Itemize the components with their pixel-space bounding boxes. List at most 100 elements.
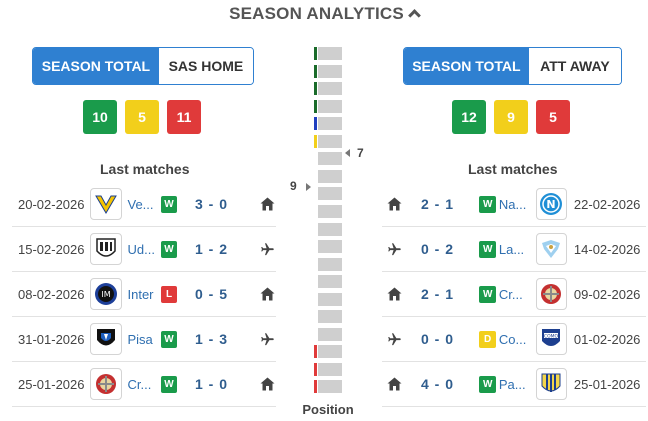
match-date: 31-01-2026 xyxy=(18,331,85,347)
result-badge: W xyxy=(479,285,496,303)
home-icon xyxy=(386,375,404,393)
home-tab-season-total[interactable]: SEASON TOTAL xyxy=(33,48,159,84)
standing-slot xyxy=(318,328,342,341)
away-tab-season-total[interactable]: SEASON TOTAL xyxy=(404,48,529,84)
lazio-logo xyxy=(535,233,568,265)
match-row[interactable]: 25-01-2026 Cr... W 1 - 0 xyxy=(12,362,276,407)
opponent-name[interactable]: La... xyxy=(498,241,525,257)
opponent-name[interactable]: Cr... xyxy=(127,376,152,392)
opponent-name[interactable]: Ud... xyxy=(127,241,155,257)
home-draws-badge: 5 xyxy=(125,100,159,134)
away-record: 12 9 5 xyxy=(452,100,570,134)
match-row[interactable]: 20-02-2026 Ve... W 3 - 0 xyxy=(12,182,276,227)
home-tabs: SEASON TOTAL SAS HOME xyxy=(32,47,254,85)
zone-marker xyxy=(314,47,317,60)
como-logo: COMO xyxy=(535,323,568,355)
result-badge: L xyxy=(160,285,178,303)
zone-marker xyxy=(314,135,317,148)
away-wins-badge: 12 xyxy=(452,100,486,134)
result-badge: W xyxy=(160,375,178,393)
cremonese-logo xyxy=(535,278,568,310)
standing-slot xyxy=(318,82,342,95)
match-score: 0 - 0 xyxy=(421,331,455,347)
home-icon xyxy=(386,285,404,303)
match-date: 08-02-2026 xyxy=(18,286,85,302)
result-badge: W xyxy=(160,240,178,258)
svg-text:COMO: COMO xyxy=(544,334,559,340)
home-record: 10 5 11 xyxy=(83,100,201,134)
standing-slot xyxy=(318,363,342,376)
match-score: 2 - 1 xyxy=(421,196,455,212)
section-title[interactable]: SEASON ANALYTICS xyxy=(0,4,648,24)
match-date: 25-01-2026 xyxy=(18,376,85,392)
opponent-name[interactable]: Pisa xyxy=(127,331,153,347)
airplane-icon xyxy=(258,240,276,258)
result-badge: W xyxy=(160,330,178,348)
home-position-arrow xyxy=(306,183,311,191)
home-position-label: 9 xyxy=(290,179,297,193)
standing-slot xyxy=(318,258,342,271)
match-row[interactable]: 08-02-2026 IM Inter L 0 - 5 xyxy=(12,272,276,317)
position-axis-label: Position xyxy=(302,402,354,417)
match-row[interactable]: 2 - 1 W Cr... 09-02-2026 xyxy=(382,272,646,317)
opponent-name[interactable]: Pa... xyxy=(498,376,526,392)
result-badge: W xyxy=(479,375,496,393)
standing-slot xyxy=(318,100,342,113)
airplane-icon xyxy=(258,330,276,348)
match-row[interactable]: 31-01-2026 Pisa W 1 - 3 xyxy=(12,317,276,362)
home-icon xyxy=(258,375,276,393)
match-date: 25-01-2026 xyxy=(573,376,641,392)
svg-text:N: N xyxy=(547,198,556,211)
verona-logo xyxy=(90,188,122,220)
standing-slot xyxy=(318,345,342,358)
home-last-matches-list: 20-02-2026 Ve... W 3 - 0 15-02-2026 Ud... W 1 -… xyxy=(12,182,276,407)
result-badge: W xyxy=(479,240,496,258)
opponent-name[interactable]: Co... xyxy=(498,331,527,347)
zone-marker xyxy=(314,117,317,130)
standing-slot xyxy=(318,65,342,78)
airplane-icon xyxy=(386,330,404,348)
opponent-name[interactable]: Na... xyxy=(498,196,527,212)
parma-logo xyxy=(535,368,568,400)
zone-marker xyxy=(314,100,317,113)
home-icon xyxy=(258,285,276,303)
standing-slot xyxy=(318,240,342,253)
result-badge: W xyxy=(479,195,496,213)
zone-marker xyxy=(314,380,317,393)
match-row[interactable]: 0 - 0 D Co... COMO 01-02-2026 xyxy=(382,317,646,362)
home-losses-badge: 11 xyxy=(167,100,201,134)
udinese-logo xyxy=(90,233,122,265)
chevron-up-icon[interactable] xyxy=(408,9,421,22)
match-row[interactable]: 15-02-2026 Ud... W 1 - 2 xyxy=(12,227,276,272)
standing-slot xyxy=(318,223,342,236)
home-last-matches-title: Last matches xyxy=(100,161,190,177)
standing-slot xyxy=(318,205,342,218)
match-date: 20-02-2026 xyxy=(18,196,85,212)
away-position-label: 7 xyxy=(357,146,364,160)
zone-marker xyxy=(314,345,317,358)
opponent-name[interactable]: Inter xyxy=(127,286,154,302)
standing-slot xyxy=(318,170,342,183)
result-badge: D xyxy=(479,330,496,348)
match-score: 2 - 1 xyxy=(421,286,455,302)
away-position-arrow xyxy=(345,149,350,157)
result-badge: W xyxy=(160,195,178,213)
away-tab-away[interactable]: ATT AWAY xyxy=(528,48,621,84)
match-date: 15-02-2026 xyxy=(18,241,85,257)
away-last-matches-title: Last matches xyxy=(468,161,558,177)
opponent-name[interactable]: Ve... xyxy=(127,196,154,212)
match-score: 0 - 5 xyxy=(195,286,229,302)
standing-slot xyxy=(318,152,342,165)
match-row[interactable]: 4 - 0 W Pa... 25-01-2026 xyxy=(382,362,646,407)
match-row[interactable]: 2 - 1 W Na... N 22-02-2026 xyxy=(382,182,646,227)
zone-marker xyxy=(314,82,317,95)
match-date: 09-02-2026 xyxy=(573,286,641,302)
match-score: 1 - 3 xyxy=(195,331,229,347)
match-row[interactable]: 0 - 2 W La... 14-02-2026 xyxy=(382,227,646,272)
away-tabs: SEASON TOTAL ATT AWAY xyxy=(403,47,622,85)
home-tab-home[interactable]: SAS HOME xyxy=(158,48,253,84)
opponent-name[interactable]: Cr... xyxy=(498,286,523,302)
match-score: 4 - 0 xyxy=(421,376,455,392)
match-date: 22-02-2026 xyxy=(573,196,641,212)
standing-slot xyxy=(318,117,342,130)
